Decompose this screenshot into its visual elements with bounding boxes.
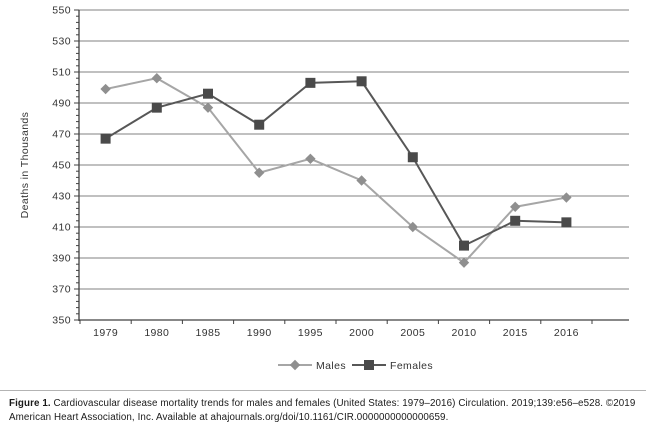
cvd-mortality-trend-chart: 350 370 390 410 430 450 470 490 510 530 550 1979 198… xyxy=(19,5,629,372)
x-tick-label: 2016 xyxy=(554,327,579,339)
marker-males xyxy=(202,102,214,113)
marker-females xyxy=(459,240,469,251)
figure-caption-text: Cardiovascular disease mortality trends … xyxy=(9,398,636,423)
marker-males xyxy=(100,83,111,95)
x-tick-label: 2015 xyxy=(503,327,528,339)
y-tick-label: 410 xyxy=(52,222,71,234)
legend-marker-females xyxy=(364,360,374,370)
y-tick-label: 470 xyxy=(52,129,71,141)
marker-females xyxy=(510,215,521,226)
series-line-males xyxy=(105,77,567,264)
x-tick-label: 1995 xyxy=(298,327,323,339)
marker-females xyxy=(305,77,316,88)
figure-caption-label: Figure 1. xyxy=(9,398,51,409)
marker-females xyxy=(254,119,265,130)
x-tick-label: 2000 xyxy=(349,327,374,339)
y-tick-label: 490 xyxy=(52,98,71,110)
marker-males xyxy=(356,175,367,186)
marker-females xyxy=(407,152,418,163)
x-tick-label: 2010 xyxy=(452,327,477,339)
marker-females xyxy=(356,76,367,87)
marker-males xyxy=(458,257,470,268)
series-line-females xyxy=(105,80,567,247)
y-tick-label: 390 xyxy=(52,253,71,265)
x-tick-label: 2005 xyxy=(400,327,425,339)
marker-males xyxy=(407,221,418,233)
y-tick-label: 510 xyxy=(52,67,71,79)
legend-label-males: Males xyxy=(316,360,346,372)
marker-females xyxy=(203,88,213,99)
y-tick-label: 350 xyxy=(52,315,71,327)
x-tick-label: 1990 xyxy=(247,327,272,339)
marker-males xyxy=(305,153,316,164)
y-tick-label: 550 xyxy=(52,5,71,17)
marker-females xyxy=(561,217,572,228)
marker-females xyxy=(151,102,162,113)
y-tick-label: 450 xyxy=(52,160,71,172)
figure-caption: Figure 1. Cardiovascular disease mortali… xyxy=(0,390,646,425)
y-tick-label: 530 xyxy=(52,36,71,48)
chart-canvas: 350 370 390 410 430 450 470 490 510 530 550 1979 198… xyxy=(19,5,629,372)
y-tick-label: 430 xyxy=(52,191,71,203)
y-axis-title: Deaths in Thousands xyxy=(19,112,31,219)
x-tick-label: 1979 xyxy=(93,327,118,339)
legend-marker-males xyxy=(289,359,301,371)
marker-males xyxy=(510,201,521,213)
legend-label-females: Females xyxy=(390,360,433,372)
marker-males xyxy=(561,192,572,203)
x-tick-label: 1980 xyxy=(144,327,169,339)
y-tick-label: 370 xyxy=(52,284,71,296)
marker-males xyxy=(151,73,162,84)
marker-males xyxy=(254,167,265,178)
x-tick-label: 1985 xyxy=(196,327,221,339)
marker-females xyxy=(100,133,111,144)
